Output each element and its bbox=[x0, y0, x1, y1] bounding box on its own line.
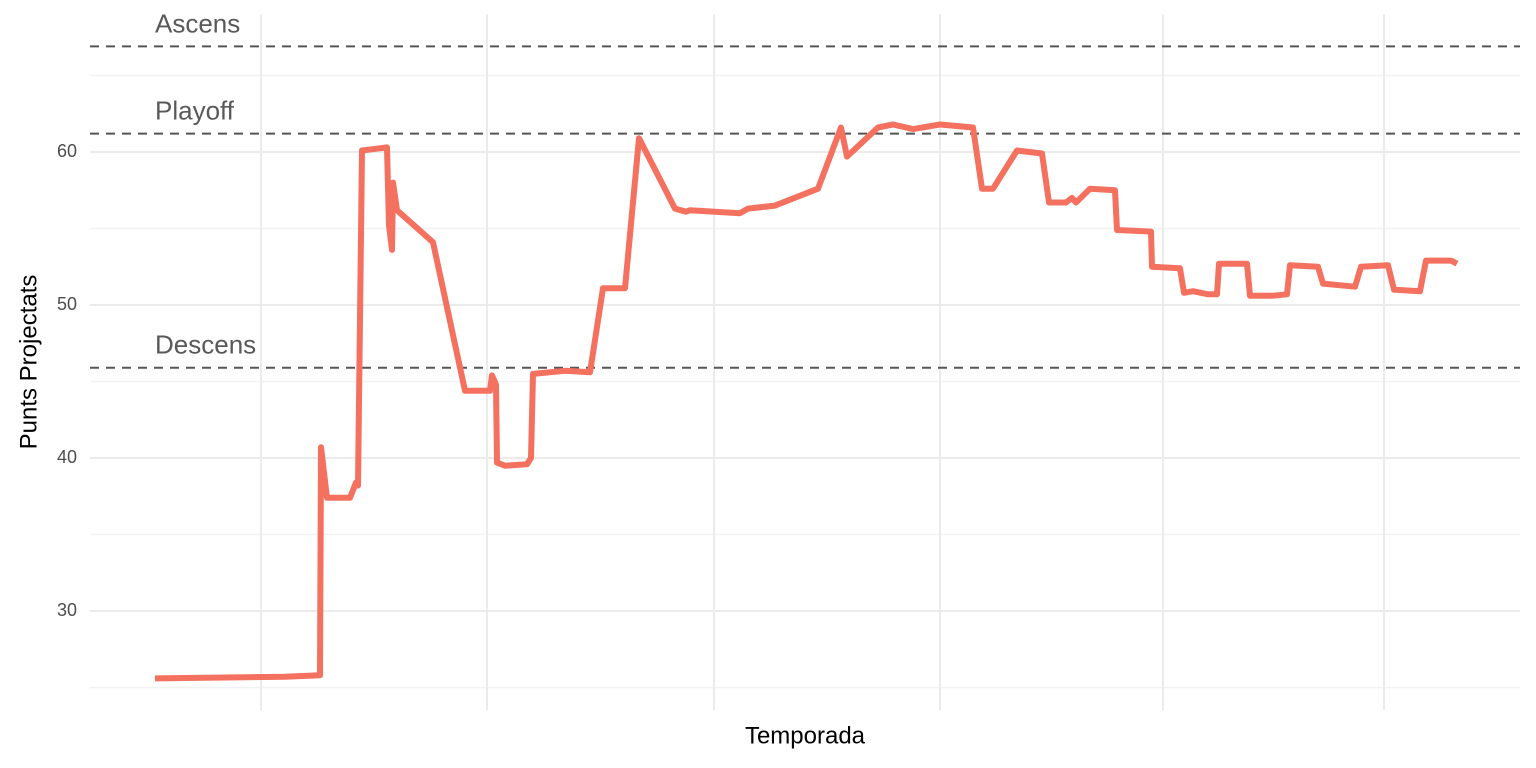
x-axis-title: Temporada bbox=[745, 722, 866, 749]
y-tick-label: 50 bbox=[57, 294, 77, 314]
reference-label: Playoff bbox=[155, 96, 235, 126]
y-axis-title: Punts Projectats bbox=[15, 275, 42, 450]
y-tick-label: 30 bbox=[57, 600, 77, 620]
y-tick-label: 40 bbox=[57, 447, 77, 467]
data-line bbox=[154, 121, 1459, 682]
reference-label: Ascens bbox=[155, 8, 240, 38]
y-tick-label: 60 bbox=[57, 141, 77, 161]
reference-label: Descens bbox=[155, 330, 256, 360]
